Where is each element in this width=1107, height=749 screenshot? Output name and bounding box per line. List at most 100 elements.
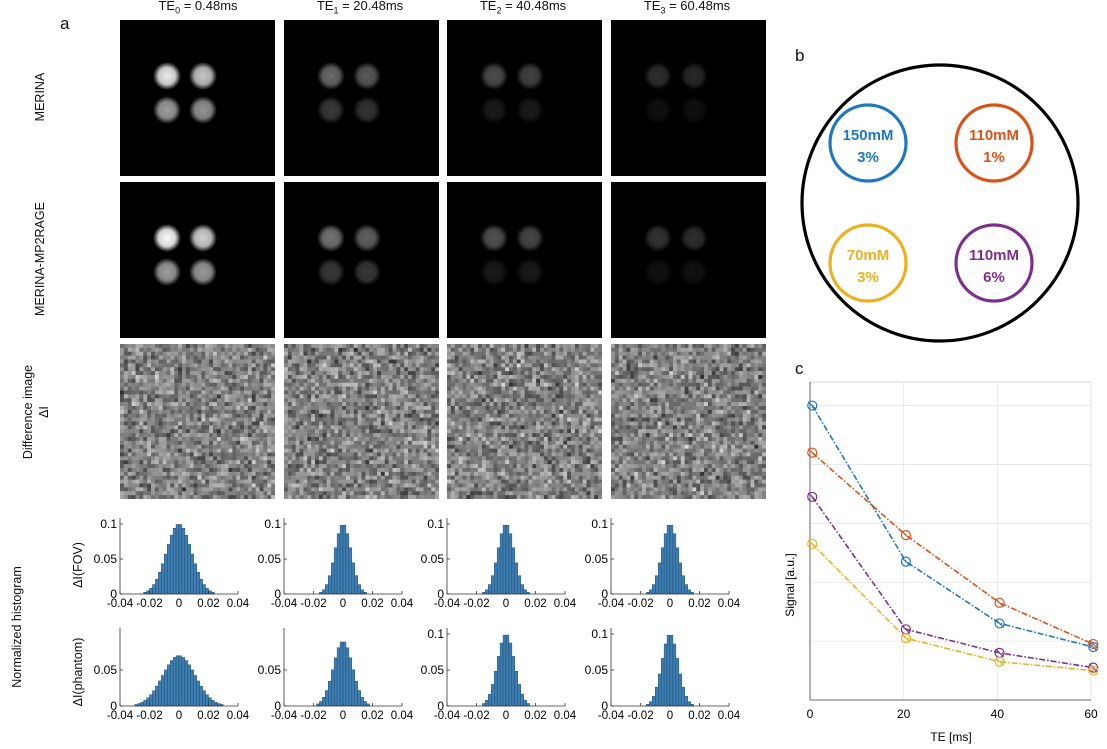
histogram-bar xyxy=(672,533,677,595)
histogram-bar xyxy=(336,533,341,595)
phantom-vial-spot xyxy=(644,96,672,124)
histogram-y-tick: 0.1 xyxy=(427,518,444,531)
histogram-y-tick: 0 xyxy=(110,587,117,601)
histogram-bar xyxy=(508,533,513,595)
histogram-bar xyxy=(499,642,504,707)
chart-point xyxy=(1088,665,1099,676)
histogram-bar xyxy=(333,657,338,707)
phantom-vial-spot xyxy=(516,258,544,286)
phantom-vial-spot xyxy=(644,258,672,286)
chart-x-tick: 0 xyxy=(807,707,814,721)
histogram-bar xyxy=(336,647,341,707)
phantom-vial-spot xyxy=(317,258,345,286)
histogram-bar xyxy=(494,671,498,707)
histogram-bar xyxy=(325,584,329,595)
chart-point-cross xyxy=(995,619,1004,628)
histogram-y-tick: 0.05 xyxy=(585,663,609,677)
histogram-bar xyxy=(178,655,183,707)
phantom-vial-spot xyxy=(189,62,217,90)
histogram-x-tick: 0 xyxy=(340,598,346,610)
histogram-bar xyxy=(517,684,521,707)
phantom-vial-spot xyxy=(353,224,381,252)
histogram-x-tick: 0.02 xyxy=(197,710,219,722)
histogram-bar xyxy=(360,589,364,595)
histogram-bar xyxy=(175,655,180,707)
histogram-bar xyxy=(333,547,338,595)
histogram-bar xyxy=(149,588,153,595)
histogram-bar xyxy=(681,686,685,707)
chart-line xyxy=(811,543,1094,672)
histogram-y-tick: 0.05 xyxy=(421,552,445,566)
phantom-vial-spot xyxy=(516,224,544,252)
histogram-bar xyxy=(496,656,501,707)
histogram-bar xyxy=(342,524,347,595)
column-title-te2: TE2 = 40.48ms xyxy=(479,0,567,16)
chart-point-cross xyxy=(995,598,1004,608)
histogram-bar xyxy=(485,589,489,595)
chart-series-line xyxy=(807,538,1099,676)
histogram-bar xyxy=(196,680,200,707)
chart-series-line xyxy=(807,400,1099,653)
histogram-bar xyxy=(666,524,671,595)
panel-label-b: b xyxy=(795,46,805,65)
histogram-bar xyxy=(208,697,212,707)
vial-110mm-6pct: 110mM 6% xyxy=(954,223,1034,303)
chart-x-tick: 20 xyxy=(897,707,911,721)
phantom-vial-spot xyxy=(317,62,345,90)
histogram-phantom-te1: 0.050-0.04 -0.02 0 0.02 0.04 xyxy=(258,628,414,722)
histogram-bar xyxy=(491,575,495,595)
histogram-x-tick: 0 xyxy=(503,710,509,722)
histogram-bar xyxy=(143,700,147,707)
vial-70mm-3pct: 70mM 3% xyxy=(828,223,908,303)
histogram-x-tick: -0.02 xyxy=(463,710,489,722)
chart-point-cross xyxy=(995,657,1004,667)
histogram-bar xyxy=(351,669,356,707)
histogram-y-tick: 0.05 xyxy=(94,552,118,566)
histogram-bar xyxy=(508,642,513,707)
histogram-bar xyxy=(681,575,685,595)
chart-x-tick: 40 xyxy=(991,707,1005,721)
histogram-bar xyxy=(663,533,668,595)
histogram-x-tick: 0 xyxy=(176,598,182,610)
chart-point-cross xyxy=(901,557,911,567)
histogram-bar xyxy=(658,673,662,707)
histogram-x-tick: 0.02 xyxy=(197,598,219,610)
histogram-bar xyxy=(345,647,350,707)
chart-point-cross xyxy=(901,633,911,643)
chart-point-cross xyxy=(1088,666,1098,675)
phantom-vial-spot xyxy=(153,258,181,286)
vial-percentage: 6% xyxy=(983,269,1005,286)
histogram-y-tick: 0.05 xyxy=(421,663,445,677)
histogram-bar xyxy=(514,671,519,707)
vial-concentration: 150mM xyxy=(843,127,894,144)
chart-y-label: Signal [a.u.] xyxy=(783,553,797,616)
image-merina-te2 xyxy=(447,20,602,176)
histogram-bar xyxy=(169,660,174,707)
histogram-bar xyxy=(181,657,186,707)
histogram-bar xyxy=(658,562,662,595)
histogram-bar xyxy=(354,680,358,707)
histogram-bar xyxy=(675,658,680,707)
histogram-bar xyxy=(140,701,144,707)
histogram-bar xyxy=(164,669,168,707)
histogram-bar xyxy=(502,524,507,595)
histogram-x-tick: 0.04 xyxy=(554,598,577,610)
histogram-bar xyxy=(669,634,674,707)
column-title-te1: TE1 = 20.48ms xyxy=(316,0,404,16)
histogram-y-tick: 0 xyxy=(437,699,444,713)
histogram-x-tick: -0.02 xyxy=(627,598,653,610)
histogram-bar xyxy=(675,547,680,595)
histogram-y-tick: 0.1 xyxy=(264,518,281,531)
difference-image-te0 xyxy=(120,344,275,499)
image-merina-mp2rage-te3 xyxy=(611,182,766,338)
vial-concentration: 70mM xyxy=(847,247,890,264)
chart-series xyxy=(807,400,1099,676)
chart-point xyxy=(900,633,912,644)
histogram-bar xyxy=(684,696,688,707)
histogram-bar xyxy=(187,664,191,707)
histogram-bar xyxy=(687,589,691,595)
chart-point xyxy=(807,538,818,550)
panel-label-c: c xyxy=(795,359,804,378)
row-label-merina: MERINA xyxy=(33,72,47,122)
histogram-x-tick: 0 xyxy=(503,598,509,610)
